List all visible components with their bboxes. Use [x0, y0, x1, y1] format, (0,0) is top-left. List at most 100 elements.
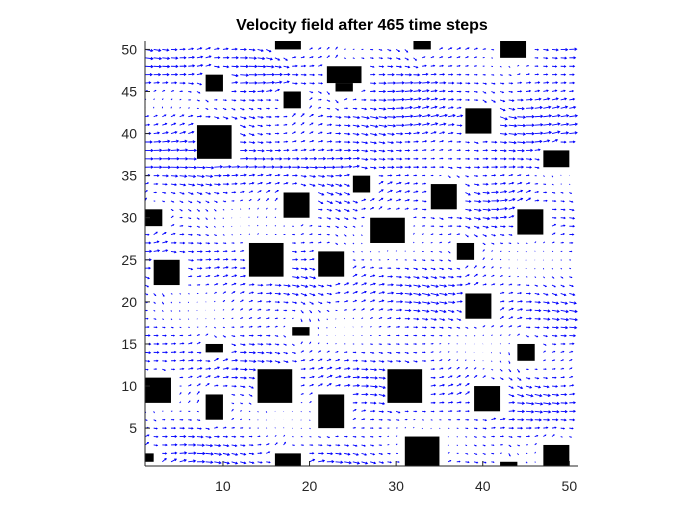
velocity-arrow — [491, 283, 496, 286]
velocity-arrow — [456, 157, 462, 160]
velocity-arrow — [179, 216, 183, 219]
velocity-arrow — [144, 442, 150, 446]
velocity-arrow — [465, 141, 470, 144]
velocity-arrow — [534, 148, 541, 152]
velocity-arrow — [439, 250, 443, 253]
velocity-arrow — [335, 217, 341, 221]
velocity-arrow — [361, 401, 368, 405]
velocity-arrow — [153, 114, 158, 118]
velocity-arrow — [534, 461, 536, 463]
velocity-arrow — [551, 89, 558, 92]
velocity-arrow — [214, 452, 223, 456]
velocity-arrow — [187, 391, 191, 395]
velocity-arrow — [560, 334, 567, 338]
velocity-arrow — [551, 200, 557, 203]
velocity-arrow — [240, 343, 246, 346]
velocity-arrow — [162, 165, 172, 169]
velocity-arrow — [222, 266, 229, 269]
velocity-arrow — [361, 124, 370, 128]
velocity-arrow — [387, 48, 392, 52]
velocity-arrow — [162, 359, 168, 363]
velocity-arrow — [240, 140, 247, 144]
velocity-arrow — [430, 105, 438, 109]
velocity-arrow — [387, 57, 393, 60]
velocity-arrow — [430, 225, 435, 228]
velocity-arrow — [465, 461, 470, 464]
velocity-arrow — [248, 190, 254, 193]
velocity-arrow — [448, 284, 456, 288]
velocity-arrow — [266, 115, 272, 119]
velocity-arrow — [543, 385, 550, 389]
velocity-arrow — [257, 89, 265, 93]
velocity-arrow — [422, 293, 431, 297]
velocity-arrow — [300, 310, 304, 314]
velocity-arrow — [378, 325, 382, 328]
velocity-arrow — [508, 342, 510, 345]
velocity-arrow — [309, 401, 312, 404]
velocity-arrow — [326, 115, 333, 118]
velocity-arrow — [560, 65, 567, 68]
velocity-arrow — [551, 97, 559, 101]
velocity-arrow — [344, 107, 349, 110]
velocity-arrow — [387, 351, 392, 354]
velocity-arrow — [378, 48, 383, 51]
velocity-arrow — [448, 123, 455, 127]
velocity-arrow — [196, 82, 203, 86]
velocity-arrow — [266, 351, 273, 355]
velocity-arrow — [162, 131, 169, 135]
velocity-arrow — [378, 189, 384, 193]
velocity-arrow — [465, 73, 470, 76]
velocity-arrow — [474, 427, 478, 430]
velocity-arrow — [439, 375, 445, 379]
velocity-arrow — [361, 444, 366, 447]
velocity-arrow — [378, 251, 380, 253]
velocity-arrow — [473, 436, 478, 438]
velocity-arrow — [378, 394, 386, 398]
velocity-arrow — [525, 182, 531, 185]
velocity-arrow — [430, 334, 435, 337]
velocity-arrow — [318, 217, 323, 219]
velocity-arrow — [283, 317, 286, 320]
velocity-arrow — [231, 317, 234, 320]
velocity-arrow — [274, 80, 283, 84]
velocity-arrow — [352, 265, 357, 269]
velocity-arrow — [430, 351, 434, 353]
velocity-arrow — [534, 73, 540, 76]
velocity-arrow — [257, 291, 264, 295]
velocity-arrow — [162, 64, 171, 69]
velocity-arrow — [162, 114, 167, 118]
velocity-arrow — [378, 73, 386, 77]
velocity-arrow — [205, 266, 212, 270]
velocity-arrow — [370, 418, 375, 421]
velocity-arrow — [266, 334, 271, 337]
velocity-arrow — [543, 89, 549, 92]
velocity-arrow — [534, 434, 539, 437]
velocity-arrow — [248, 308, 253, 311]
velocity-arrow — [499, 198, 508, 202]
velocity-arrow — [361, 351, 366, 354]
velocity-arrow — [214, 266, 221, 269]
velocity-arrow — [196, 115, 203, 118]
velocity-arrow — [153, 249, 161, 253]
velocity-arrow — [326, 241, 330, 244]
velocity-arrow — [404, 276, 411, 279]
velocity-arrow — [448, 157, 453, 160]
velocity-arrow — [205, 460, 214, 464]
velocity-arrow — [335, 383, 342, 387]
velocity-arrow — [318, 444, 323, 447]
velocity-arrow — [430, 326, 436, 329]
velocity-arrow — [456, 216, 463, 220]
velocity-arrow — [413, 207, 418, 210]
velocity-arrow — [543, 326, 550, 329]
velocity-arrow — [396, 275, 402, 279]
velocity-arrow — [525, 251, 527, 253]
velocity-arrow — [413, 131, 421, 135]
velocity-arrow — [162, 326, 166, 329]
velocity-arrow — [300, 157, 309, 161]
velocity-arrow — [309, 452, 315, 455]
velocity-arrow — [569, 334, 577, 338]
velocity-arrow — [370, 89, 377, 93]
velocity-arrow — [361, 427, 365, 429]
velocity-arrow — [309, 410, 311, 413]
velocity-arrow — [300, 318, 303, 323]
